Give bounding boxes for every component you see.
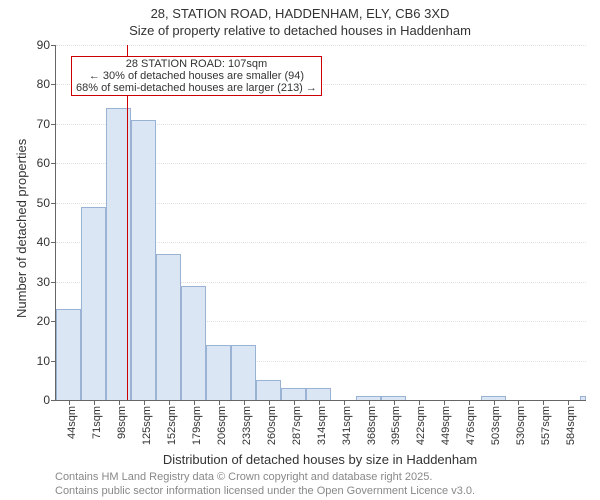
histogram-bar — [256, 380, 281, 400]
histogram-bar — [281, 388, 306, 400]
xtick-mark — [494, 400, 495, 405]
xtick-mark — [219, 400, 220, 405]
xtick-label: 449sqm — [441, 406, 453, 445]
xtick-label: 557sqm — [540, 406, 552, 445]
histogram-bar — [81, 207, 106, 400]
xtick-label: 584sqm — [565, 406, 577, 445]
ytick-label: 90 — [37, 38, 56, 52]
xtick-label: 260sqm — [266, 406, 278, 445]
xtick-mark — [119, 400, 120, 405]
xtick-mark — [568, 400, 569, 405]
ytick-label: 20 — [37, 314, 56, 328]
xtick-mark — [294, 400, 295, 405]
xtick-label: 422sqm — [416, 406, 428, 445]
y-axis-label: Number of detached properties — [14, 138, 29, 317]
ytick-label: 60 — [37, 156, 56, 170]
histogram-bar — [156, 254, 181, 400]
footer: Contains HM Land Registry data © Crown c… — [55, 470, 475, 499]
xtick-mark — [144, 400, 145, 405]
reference-line — [127, 45, 128, 400]
xtick-mark — [269, 400, 270, 405]
plot-area: 010203040506070809044sqm71sqm98sqm125sqm… — [55, 45, 586, 401]
xtick-label: 314sqm — [316, 406, 328, 445]
annotation-line: 68% of semi-detached houses are larger (… — [76, 82, 317, 94]
xtick-label: 44sqm — [66, 406, 78, 439]
annotation-box: 28 STATION ROAD: 107sqm← 30% of detached… — [71, 56, 322, 96]
xtick-label: 206sqm — [216, 406, 228, 445]
xtick-mark — [369, 400, 370, 405]
annotation-line: ← 30% of detached houses are smaller (94… — [76, 70, 317, 82]
histogram-bar — [181, 286, 206, 400]
gridline — [56, 45, 586, 46]
xtick-label: 233sqm — [241, 406, 253, 445]
ytick-label: 10 — [37, 354, 56, 368]
histogram-bar — [56, 309, 81, 400]
xtick-label: 125sqm — [141, 406, 153, 445]
xtick-label: 179sqm — [191, 406, 203, 445]
histogram-bar — [580, 396, 586, 400]
xtick-label: 503sqm — [491, 406, 503, 445]
xtick-label: 395sqm — [391, 406, 403, 445]
ytick-label: 70 — [37, 117, 56, 131]
ytick-label: 0 — [43, 393, 56, 407]
xtick-mark — [444, 400, 445, 405]
xtick-mark — [394, 400, 395, 405]
xtick-mark — [194, 400, 195, 405]
footer-line-1: Contains HM Land Registry data © Crown c… — [55, 470, 475, 484]
xtick-label: 152sqm — [166, 406, 178, 445]
xtick-label: 341sqm — [341, 406, 353, 445]
ytick-label: 50 — [37, 196, 56, 210]
annotation-line: 28 STATION ROAD: 107sqm — [76, 58, 317, 70]
xtick-mark — [94, 400, 95, 405]
histogram-bar — [206, 345, 231, 400]
histogram-bar — [231, 345, 256, 400]
histogram-bar — [131, 120, 156, 400]
xtick-mark — [518, 400, 519, 405]
xtick-mark — [419, 400, 420, 405]
xtick-label: 530sqm — [515, 406, 527, 445]
xtick-mark — [69, 400, 70, 405]
xtick-label: 476sqm — [466, 406, 478, 445]
ytick-label: 80 — [37, 77, 56, 91]
ytick-label: 30 — [37, 275, 56, 289]
xtick-mark — [344, 400, 345, 405]
xtick-label: 287sqm — [291, 406, 303, 445]
page-title: 28, STATION ROAD, HADDENHAM, ELY, CB6 3X… — [0, 0, 600, 23]
histogram-bar — [306, 388, 331, 400]
xtick-mark — [469, 400, 470, 405]
xtick-mark — [543, 400, 544, 405]
xtick-mark — [244, 400, 245, 405]
page-subtitle: Size of property relative to detached ho… — [0, 23, 600, 40]
xtick-label: 71sqm — [91, 406, 103, 439]
x-axis-label: Distribution of detached houses by size … — [55, 452, 585, 467]
xtick-label: 98sqm — [116, 406, 128, 439]
xtick-mark — [169, 400, 170, 405]
xtick-mark — [319, 400, 320, 405]
chart-container: 28, STATION ROAD, HADDENHAM, ELY, CB6 3X… — [0, 0, 600, 500]
xtick-label: 368sqm — [366, 406, 378, 445]
footer-line-2: Contains public sector information licen… — [55, 484, 475, 498]
ytick-label: 40 — [37, 235, 56, 249]
